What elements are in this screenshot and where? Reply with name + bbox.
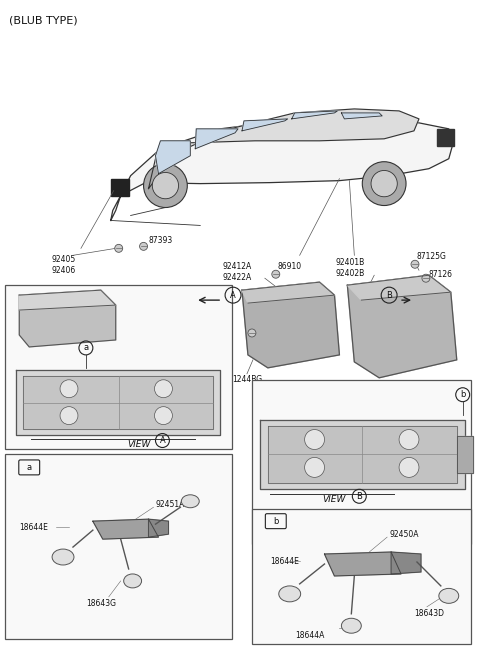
Text: a: a xyxy=(84,343,88,352)
Circle shape xyxy=(305,430,324,449)
Circle shape xyxy=(272,270,280,278)
Text: 87393: 87393 xyxy=(148,236,173,245)
Text: 92450A: 92450A xyxy=(389,529,419,539)
Polygon shape xyxy=(260,420,465,489)
Text: A: A xyxy=(159,436,165,445)
Circle shape xyxy=(399,457,419,478)
Text: 18644E: 18644E xyxy=(270,556,299,565)
Polygon shape xyxy=(148,109,419,188)
Circle shape xyxy=(248,329,256,337)
Circle shape xyxy=(115,244,123,253)
Text: VIEW: VIEW xyxy=(323,495,346,504)
Polygon shape xyxy=(111,178,129,195)
Polygon shape xyxy=(111,119,454,220)
Circle shape xyxy=(411,260,419,268)
Text: A: A xyxy=(230,291,236,300)
Text: 92412A
92422A: 92412A 92422A xyxy=(222,262,252,281)
Text: b: b xyxy=(460,390,466,400)
Ellipse shape xyxy=(341,618,361,633)
Circle shape xyxy=(422,274,430,282)
Circle shape xyxy=(371,171,397,197)
Polygon shape xyxy=(324,552,401,576)
Text: 18643D: 18643D xyxy=(414,609,444,618)
Polygon shape xyxy=(348,276,457,378)
Text: a: a xyxy=(27,463,32,472)
Text: B: B xyxy=(356,492,362,501)
Circle shape xyxy=(362,162,406,205)
Polygon shape xyxy=(242,282,339,368)
Text: 92405
92406: 92405 92406 xyxy=(51,255,75,275)
Polygon shape xyxy=(341,113,382,119)
Polygon shape xyxy=(242,119,288,131)
Polygon shape xyxy=(437,129,454,146)
Text: VIEW: VIEW xyxy=(127,440,150,449)
Text: 92401B
92402B: 92401B 92402B xyxy=(336,258,365,277)
Circle shape xyxy=(144,164,187,207)
Polygon shape xyxy=(19,290,116,347)
Circle shape xyxy=(399,430,419,449)
Text: 87125G: 87125G xyxy=(417,253,447,261)
FancyBboxPatch shape xyxy=(252,509,471,644)
Circle shape xyxy=(152,173,179,199)
Polygon shape xyxy=(348,276,451,300)
Polygon shape xyxy=(148,519,168,537)
Polygon shape xyxy=(457,436,473,474)
Polygon shape xyxy=(391,552,421,574)
Ellipse shape xyxy=(124,574,142,588)
Circle shape xyxy=(60,380,78,398)
Text: 18644E: 18644E xyxy=(19,523,48,531)
Text: 86910: 86910 xyxy=(278,262,302,272)
Text: 87126: 87126 xyxy=(429,270,453,279)
Ellipse shape xyxy=(279,586,300,602)
FancyBboxPatch shape xyxy=(5,285,232,449)
Polygon shape xyxy=(19,290,116,310)
Polygon shape xyxy=(242,282,335,303)
Polygon shape xyxy=(156,141,190,174)
Circle shape xyxy=(155,407,172,424)
Text: 18643G: 18643G xyxy=(86,599,116,608)
Polygon shape xyxy=(16,370,220,434)
Ellipse shape xyxy=(439,588,459,604)
Ellipse shape xyxy=(52,549,74,565)
FancyBboxPatch shape xyxy=(5,455,232,639)
Text: B: B xyxy=(386,291,392,300)
Circle shape xyxy=(155,380,172,398)
Text: b: b xyxy=(273,517,278,525)
Ellipse shape xyxy=(181,495,199,508)
Circle shape xyxy=(305,457,324,478)
Polygon shape xyxy=(195,129,238,149)
Circle shape xyxy=(60,407,78,424)
Text: 18644A: 18644A xyxy=(295,630,324,640)
FancyBboxPatch shape xyxy=(252,380,471,544)
Polygon shape xyxy=(292,111,337,119)
Polygon shape xyxy=(93,519,158,539)
Text: (BLUB TYPE): (BLUB TYPE) xyxy=(9,15,78,26)
Polygon shape xyxy=(268,426,457,483)
Text: 92451A: 92451A xyxy=(156,500,185,509)
Polygon shape xyxy=(23,376,213,428)
Circle shape xyxy=(140,242,147,251)
Text: 1244BG: 1244BG xyxy=(232,375,262,384)
